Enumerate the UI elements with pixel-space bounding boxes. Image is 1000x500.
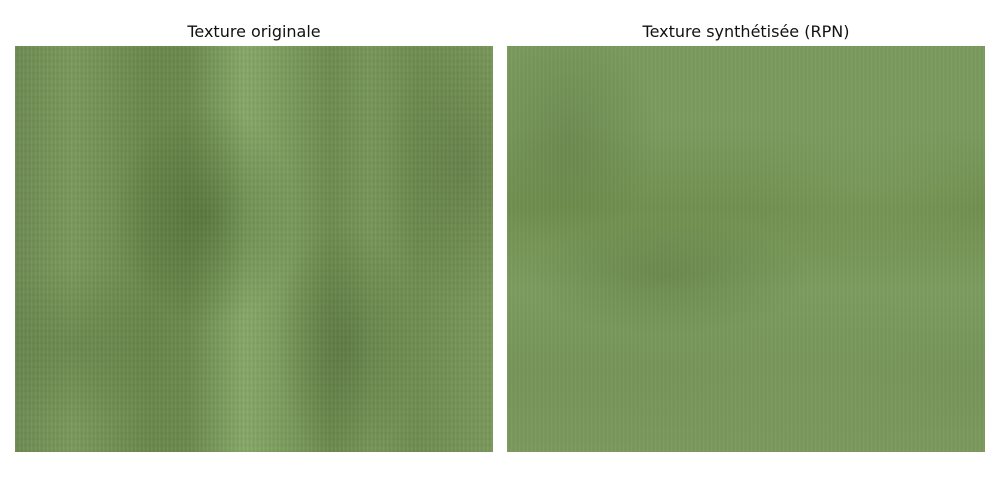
synthesized-texture-image: [507, 46, 985, 452]
panel-synthesized: Texture synthétisée (RPN): [507, 20, 985, 452]
panel-title-synthesized: Texture synthétisée (RPN): [642, 22, 850, 41]
original-texture-image: [15, 46, 493, 452]
panel-title-original: Texture originale: [187, 22, 321, 41]
panel-original: Texture originale: [15, 20, 493, 452]
